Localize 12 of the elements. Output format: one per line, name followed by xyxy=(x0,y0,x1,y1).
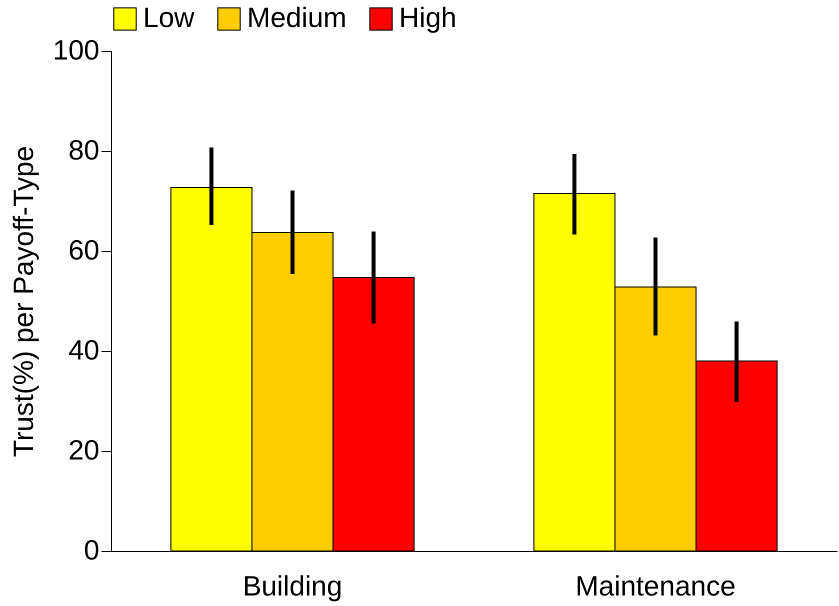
y-axis-title: Trust(%) per Payoff-Type xyxy=(8,146,39,458)
x-tick-label: Maintenance xyxy=(575,570,736,602)
y-tick-label: 100 xyxy=(52,34,100,66)
legend-label: Low xyxy=(143,2,196,33)
legend-label: High xyxy=(399,2,457,33)
y-tick-label: 60 xyxy=(68,234,100,266)
legend-label: Medium xyxy=(247,2,347,33)
y-tick-label: 80 xyxy=(68,134,100,166)
y-tick-label: 40 xyxy=(68,334,100,366)
y-tick-label: 0 xyxy=(84,534,100,566)
y-tick-label: 20 xyxy=(68,434,100,466)
x-tick-label: Building xyxy=(242,570,342,602)
